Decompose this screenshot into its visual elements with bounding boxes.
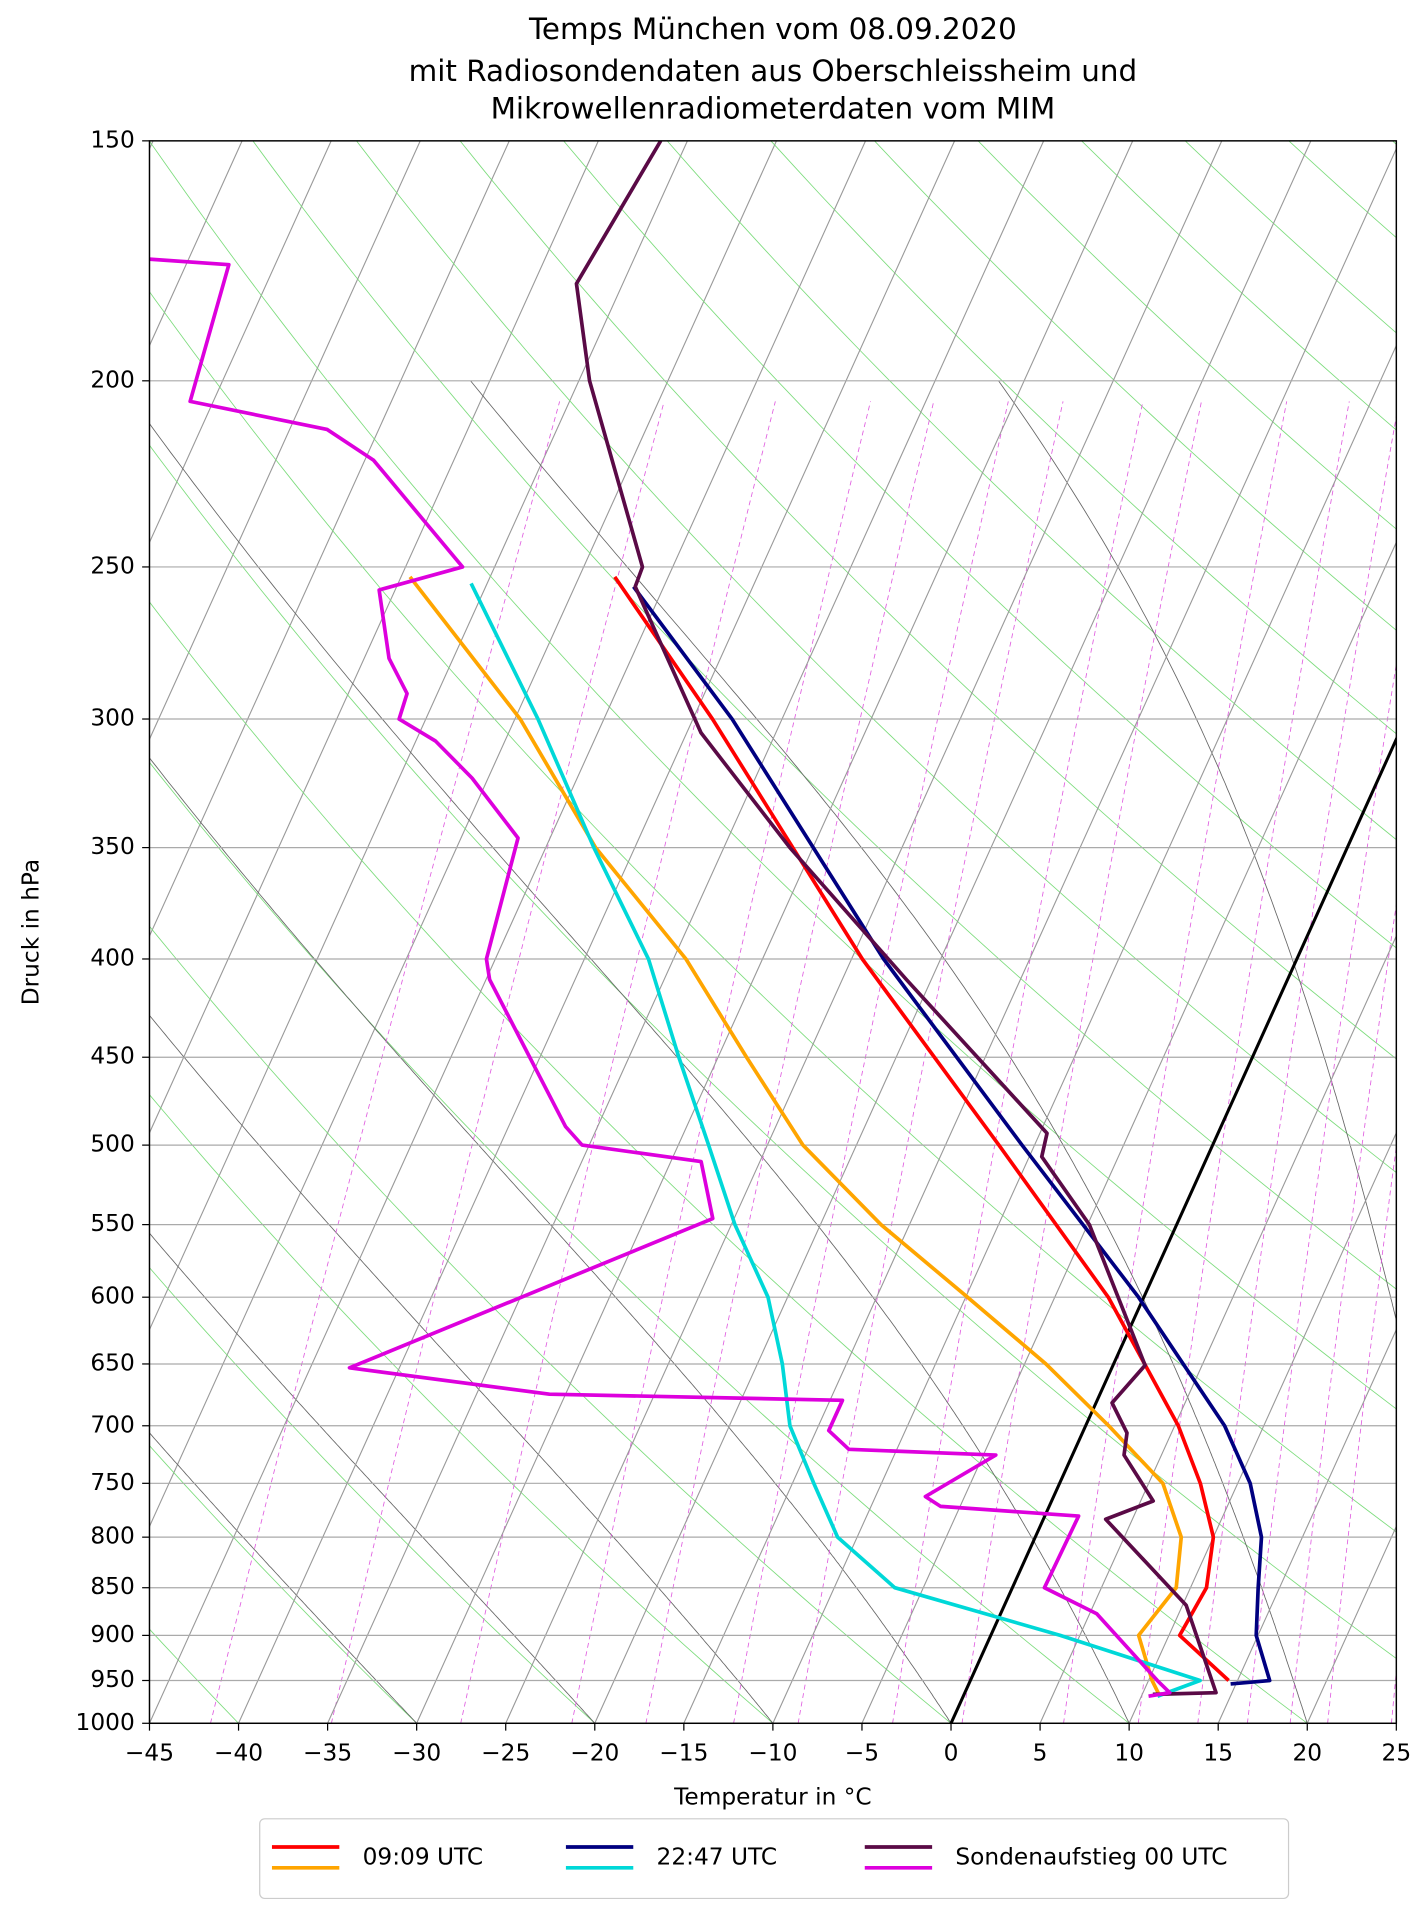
moist-adiabat (149, 1432, 417, 1724)
dry-adiabat (149, 601, 1308, 1724)
temperature-line (613, 575, 1230, 1682)
x-tick-label: 15 (1203, 1739, 1233, 1766)
y-tick-label: 450 (90, 1043, 134, 1070)
mixing-ratio-line (797, 401, 1064, 1724)
legend: 09:09 UTC 22:47 UTC Sondenaufstieg 00 UTC (271, 1844, 1227, 1871)
dewpoint-line (408, 575, 1184, 1695)
mixing-ratio-line (1063, 401, 1288, 1724)
grid-line (238, 140, 956, 1724)
y-tick-label: 400 (90, 944, 134, 971)
y-tick-label: 250 (90, 552, 134, 579)
dry-adiabat (874, 140, 1397, 631)
chart-title: mit Radiosondendaten aus Oberschleisshei… (409, 54, 1138, 88)
x-tick-label: −15 (659, 1739, 708, 1766)
grid-line (149, 140, 867, 1724)
y-tick-label: 800 (90, 1523, 134, 1550)
y-tick-label: 850 (90, 1573, 134, 1600)
legend-box (259, 1818, 1290, 1900)
dry-adiabat (459, 140, 1397, 1060)
dry-adiabat (252, 140, 1397, 1290)
x-tick-label: 5 (1033, 1739, 1048, 1766)
mixing-ratio-line (961, 401, 1202, 1724)
temperature-line (632, 585, 1272, 1686)
dewpoint-line (469, 582, 1202, 1698)
grid-line (327, 140, 1045, 1724)
grid-line (594, 140, 1312, 1724)
grid-line (772, 344, 1397, 1724)
legend-label: 22:47 UTC (657, 1844, 778, 1871)
dry-adiabat (770, 140, 1397, 735)
x-tick-label: −45 (125, 1739, 174, 1766)
dry-adiabat (563, 140, 1397, 949)
dry-adiabat (149, 1445, 417, 1724)
isotherm (149, 140, 421, 741)
y-tick-label: 150 (90, 126, 134, 153)
y-tick-label: 750 (90, 1469, 134, 1496)
y-tick-label: 200 (90, 366, 134, 393)
dry-adiabat (149, 925, 952, 1724)
dry-adiabat (149, 761, 1130, 1724)
isotherm (149, 140, 688, 1331)
x-tick-label: −25 (481, 1739, 530, 1766)
mixing-ratio-line (330, 401, 665, 1724)
y-axis-label: Druck in hPa (17, 859, 44, 1005)
temperature-line (574, 140, 1218, 1697)
y-tick-label: 650 (90, 1349, 134, 1376)
x-tick-label: 20 (1292, 1739, 1322, 1766)
mixing-ratio-line (571, 401, 871, 1724)
x-tick-label: 25 (1382, 1739, 1412, 1766)
y-tick-label: 550 (90, 1210, 134, 1237)
y-tick-label: 500 (90, 1131, 134, 1158)
y-tick-label: 700 (90, 1411, 134, 1438)
y-tick-label: 300 (90, 705, 134, 732)
isotherm (149, 140, 599, 1135)
dry-adiabat (666, 140, 1397, 841)
dewpoint-line (149, 257, 1172, 1699)
x-tick-label: −40 (214, 1739, 263, 1766)
mixing-ratio-line (460, 401, 776, 1724)
dry-adiabat (1081, 140, 1397, 431)
grid-line (1039, 934, 1397, 1724)
grid-line (416, 140, 1134, 1724)
mixing-ratio-line (645, 401, 935, 1724)
x-tick-label: −30 (392, 1739, 441, 1766)
y-tick-label: 950 (90, 1666, 134, 1693)
chart-title: Mikrowellenradiometerdaten vom MIM (491, 92, 1056, 126)
legend-label: Sondenaufstieg 00 UTC (955, 1844, 1227, 1871)
mixing-ratio-line (1137, 401, 1350, 1724)
x-tick-label: −35 (303, 1739, 352, 1766)
dry-adiabat (977, 140, 1397, 530)
mixing-ratio-line (210, 401, 561, 1724)
isotherm (149, 140, 510, 938)
y-tick-label: 600 (90, 1283, 134, 1310)
dry-adiabat (149, 1267, 596, 1724)
y-tick-label: 1000 (76, 1709, 135, 1736)
dry-adiabat (149, 291, 1397, 1533)
dry-adiabat (149, 1094, 774, 1724)
mixing-ratio-line (733, 401, 1009, 1724)
grid-line (1128, 1131, 1397, 1724)
x-tick-label: −20 (570, 1739, 619, 1766)
x-axis-label: Temperatur in °C (673, 1783, 871, 1810)
y-tick-label: 900 (90, 1621, 134, 1648)
highlight-isotherm (949, 735, 1397, 1724)
x-tick-label: 10 (1114, 1739, 1144, 1766)
profiles (149, 140, 1397, 1724)
y-tick-label: 350 (90, 833, 134, 860)
axes: −45 −40 −35 −30 −25 −20 −15 −10 −5 0 5 10 15 20 25 150 2… (76, 126, 1412, 1766)
mixing-ratio-line (892, 401, 1144, 1724)
dry-adiabat (149, 140, 1397, 1410)
chart-title: Temps München vom 08.09.2020 (528, 12, 1017, 46)
x-tick-label: −5 (845, 1739, 879, 1766)
legend-label: 09:09 UTC (363, 1844, 484, 1871)
x-tick-label: −10 (748, 1739, 797, 1766)
grid-line (1217, 1328, 1397, 1724)
dry-adiabat (356, 140, 1397, 1174)
grid-line (861, 541, 1397, 1724)
x-tick-label: 0 (944, 1739, 959, 1766)
isotherm (149, 140, 777, 1528)
